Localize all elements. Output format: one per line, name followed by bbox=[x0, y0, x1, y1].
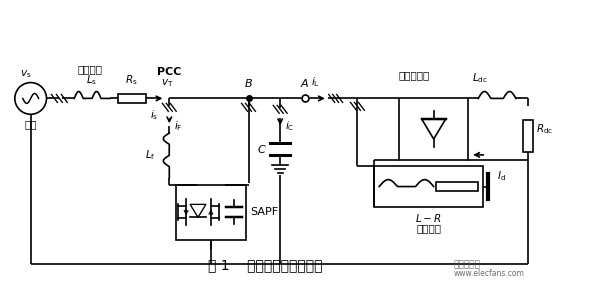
Bar bbox=[523, 120, 533, 152]
Text: $i_{\rm s}$: $i_{\rm s}$ bbox=[151, 108, 158, 122]
Text: $v_{\rm s}$: $v_{\rm s}$ bbox=[20, 68, 31, 80]
Text: $L_{\rm s}$: $L_{\rm s}$ bbox=[86, 73, 98, 87]
Text: 线性负载: 线性负载 bbox=[416, 223, 441, 233]
Text: $i_{\rm L}$: $i_{\rm L}$ bbox=[311, 75, 320, 89]
Text: $v_{\rm T}$: $v_{\rm T}$ bbox=[161, 77, 173, 89]
Text: $L-R$: $L-R$ bbox=[415, 212, 442, 224]
Text: 电网: 电网 bbox=[25, 119, 37, 129]
Text: SAPF: SAPF bbox=[250, 207, 278, 217]
Bar bbox=[374, 166, 483, 207]
Bar bbox=[399, 98, 469, 160]
Text: $A$: $A$ bbox=[300, 76, 310, 89]
Text: 图 1    配电网混合补偿系统: 图 1 配电网混合补偿系统 bbox=[208, 258, 323, 272]
Text: $R_{\rm dc}$: $R_{\rm dc}$ bbox=[536, 122, 553, 136]
Text: $L_{\rm dc}$: $L_{\rm dc}$ bbox=[472, 71, 488, 85]
Text: $L_{\rm f}$: $L_{\rm f}$ bbox=[145, 149, 155, 162]
Bar bbox=[118, 94, 146, 103]
Text: PCC: PCC bbox=[157, 67, 181, 77]
Bar bbox=[176, 185, 245, 239]
Text: $i_{\rm F}$: $i_{\rm F}$ bbox=[174, 119, 183, 133]
Text: $B$: $B$ bbox=[244, 76, 253, 89]
Text: 非线性负载: 非线性负载 bbox=[398, 70, 430, 81]
Text: www.elecfans.com: www.elecfans.com bbox=[454, 269, 524, 278]
Text: $R_{\rm s}$: $R_{\rm s}$ bbox=[125, 73, 138, 87]
Text: 电子发烧友: 电子发烧友 bbox=[454, 261, 481, 270]
Text: $i_{\rm C}$: $i_{\rm C}$ bbox=[285, 119, 295, 133]
Text: 网侧阻抗: 网侧阻抗 bbox=[77, 65, 103, 75]
Text: $I_{\rm d}$: $I_{\rm d}$ bbox=[497, 169, 506, 183]
Text: $C$: $C$ bbox=[257, 143, 266, 155]
Bar bbox=[436, 182, 478, 191]
